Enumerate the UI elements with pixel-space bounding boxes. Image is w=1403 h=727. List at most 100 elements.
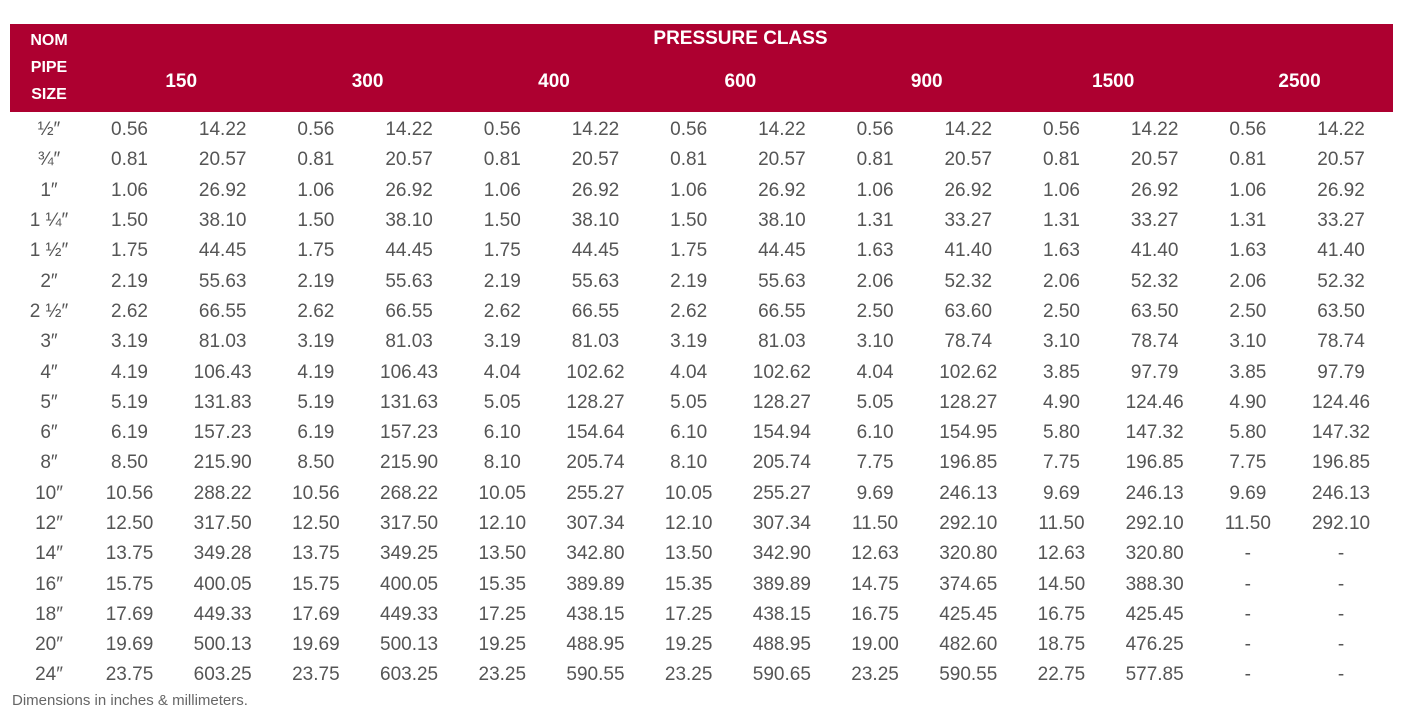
inch-value-cell: 0.81 xyxy=(1229,149,1267,171)
nom-pipe-size-header: NOM PIPE SIZE xyxy=(10,24,88,108)
inch-value-cell: 2.19 xyxy=(483,270,521,292)
mm-value-cell: 482.60 xyxy=(939,634,998,656)
mm-value-cell: 20.57 xyxy=(385,149,433,171)
inch-value-cell: - xyxy=(1244,603,1251,625)
inch-value-cell: 0.81 xyxy=(483,149,521,171)
inch-value-cell: 10.56 xyxy=(292,482,340,504)
mm-value-cell: 154.95 xyxy=(939,422,998,444)
inch-value-cell: 8.10 xyxy=(483,452,521,474)
footnote: Dimensions in inches & millimeters. xyxy=(12,692,248,709)
inch-value-cell: 0.56 xyxy=(1229,119,1267,141)
inch-value-cell: 5.19 xyxy=(111,391,148,413)
inch-value-cell: 8.10 xyxy=(670,452,708,474)
inch-value-cell: 2.62 xyxy=(670,300,708,322)
inch-value-cell: 15.75 xyxy=(105,573,154,595)
class-label-2500: 2500 xyxy=(1278,71,1321,92)
mm-value-cell: - xyxy=(1337,543,1345,565)
inch-value-cell: 22.75 xyxy=(1037,664,1086,686)
mm-value-cell: 26.92 xyxy=(385,179,433,201)
mm-value-cell: 590.55 xyxy=(939,664,998,686)
inch-value-cell: 11.50 xyxy=(1224,513,1271,534)
mm-value-cell: 196.85 xyxy=(1311,452,1371,474)
inch-value-cell: 6.19 xyxy=(111,422,148,444)
mm-value-cell: 438.15 xyxy=(566,603,625,625)
mm-value-cell: 26.92 xyxy=(944,179,993,201)
mm-value-cell: 292.10 xyxy=(1311,513,1371,534)
table-header: NOM PIPE SIZE PRESSURE CLASS 150 300 400… xyxy=(10,24,1393,112)
mm-value-cell: 38.10 xyxy=(198,210,247,232)
inch-value-cell: 1.06 xyxy=(1042,179,1080,201)
inch-value-cell: 3.19 xyxy=(111,331,148,353)
inch-value-cell: 15.75 xyxy=(292,573,340,595)
mm-value-cell: 78.74 xyxy=(944,331,993,353)
inch-value-cell: 6.19 xyxy=(297,422,335,444)
mm-value-cell: 342.90 xyxy=(752,543,811,565)
pipe-size-cell: 20″ xyxy=(35,634,63,656)
inch-value-cell: 5.19 xyxy=(297,391,335,413)
mm-value-cell: 14.22 xyxy=(758,119,806,141)
inch-value-cell: 17.69 xyxy=(105,603,154,625)
class-label-600: 600 xyxy=(724,71,757,92)
inch-value-cell: 4.90 xyxy=(1042,391,1080,413)
mm-value-cell: 388.30 xyxy=(1125,573,1184,595)
mm-value-cell: 488.95 xyxy=(566,634,625,656)
mm-value-cell: 106.43 xyxy=(380,361,439,383)
mm-value-cell: 26.92 xyxy=(198,179,247,201)
mm-value-cell: 147.32 xyxy=(1125,422,1184,444)
mm-value-cell: 20.57 xyxy=(1317,149,1365,171)
mm-value-cell: 320.80 xyxy=(939,543,998,565)
inch-value-cell: 0.56 xyxy=(111,119,148,141)
table-row: 10″ 10.56 288.22 10.56 268.22 10.05 255.27 10.0… xyxy=(10,479,1393,509)
class-label-400: 400 xyxy=(538,71,570,92)
mm-value-cell: 20.57 xyxy=(571,149,620,171)
inch-value-cell: 9.69 xyxy=(1229,482,1267,504)
mm-value-cell: 400.05 xyxy=(380,573,439,595)
pipe-size-cell: 12″ xyxy=(35,513,63,534)
mm-value-cell: 44.45 xyxy=(385,240,433,262)
mm-value-cell: 26.92 xyxy=(758,179,806,201)
inch-value-cell: 2.50 xyxy=(856,300,894,322)
inch-value-cell: 2.19 xyxy=(111,270,148,292)
pipe-size-cell: 2″ xyxy=(40,270,58,292)
mm-value-cell: 52.32 xyxy=(1130,270,1179,292)
mm-value-cell: 14.22 xyxy=(385,119,433,141)
pipe-size-cell: 3″ xyxy=(40,331,58,353)
mm-value-cell: 41.40 xyxy=(1130,240,1179,262)
inch-value-cell: 2.50 xyxy=(1042,300,1080,322)
inch-value-cell: 14.75 xyxy=(851,573,899,595)
inch-value-cell: - xyxy=(1244,573,1251,595)
inch-value-cell: 0.81 xyxy=(111,149,148,171)
table-row: 12″ 12.50 317.50 12.50 317.50 12.10 307.34 12.1… xyxy=(10,509,1393,539)
inch-value-cell: 1.06 xyxy=(483,179,521,201)
inch-value-cell: 23.75 xyxy=(105,664,154,686)
inch-value-cell: 2.19 xyxy=(670,270,708,292)
mm-value-cell: 488.95 xyxy=(752,634,811,656)
inch-value-cell: 1.06 xyxy=(856,179,894,201)
class-label-150: 150 xyxy=(165,71,198,92)
mm-value-cell: 20.57 xyxy=(198,149,247,171)
mm-value-cell: 63.60 xyxy=(944,300,993,322)
inch-value-cell: 23.25 xyxy=(851,664,899,686)
table-row: 20″ 19.69 500.13 19.69 500.13 19.25 488.95 19.2… xyxy=(10,630,1393,660)
pipe-size-cell: 2 ½″ xyxy=(29,300,69,322)
table-body: ½″ 0.56 14.22 0.56 14.22 0.56 14.22 0.56 14.22 0.… xyxy=(10,115,1393,691)
inch-value-cell: 7.75 xyxy=(1042,452,1080,474)
mm-value-cell: 20.57 xyxy=(758,149,806,171)
inch-value-cell: 1.50 xyxy=(483,210,521,232)
inch-value-cell: 15.35 xyxy=(664,573,713,595)
mm-value-cell: 38.10 xyxy=(758,210,806,232)
inch-value-cell: 23.25 xyxy=(478,664,527,686)
inch-value-cell: 3.85 xyxy=(1042,361,1080,383)
inch-value-cell: 4.04 xyxy=(670,361,708,383)
pipe-size-cell: 1 ¼″ xyxy=(29,210,69,232)
table-row: 1 ½″ 1.75 44.45 1.75 44.45 1.75 44.45 1.75 44.45… xyxy=(10,236,1393,266)
mm-value-cell: 38.10 xyxy=(571,210,620,232)
mm-value-cell: 44.45 xyxy=(758,240,806,262)
mm-value-cell: 52.32 xyxy=(944,270,993,292)
inch-value-cell: 1.75 xyxy=(483,240,521,262)
inch-value-cell: 9.69 xyxy=(1042,482,1080,504)
inch-value-cell: 3.19 xyxy=(670,331,708,353)
inch-value-cell: 19.69 xyxy=(105,634,154,656)
inch-value-cell: 0.56 xyxy=(297,119,335,141)
inch-value-cell: 3.10 xyxy=(1229,331,1267,353)
